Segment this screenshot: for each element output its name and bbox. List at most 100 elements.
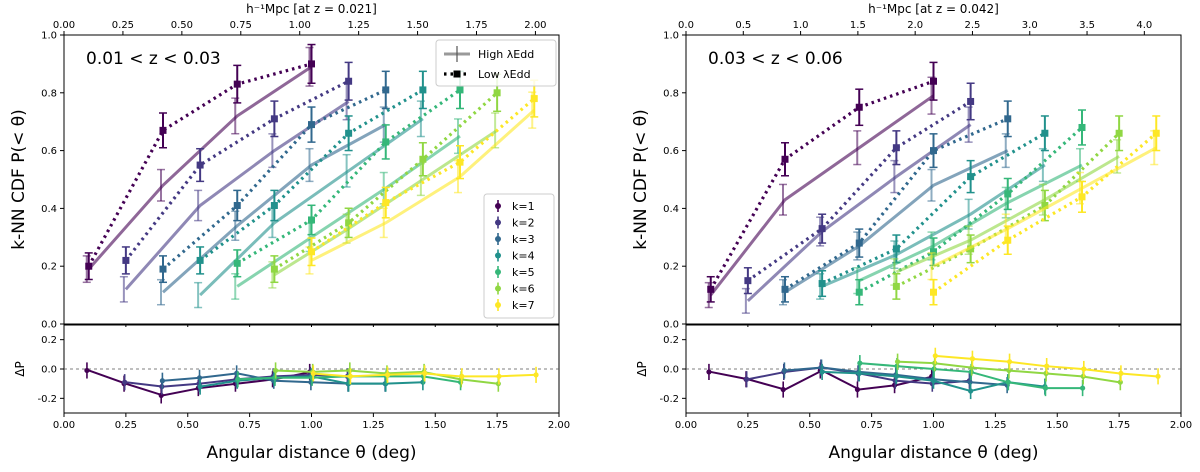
low-edd-marker: [122, 256, 130, 264]
top-axis-label: h⁻¹Mpc [at z = 0.042]: [868, 2, 999, 16]
low-edd-marker: [382, 86, 390, 94]
y-tick-label: 0.4: [41, 204, 57, 215]
y-tick-label: 0.8: [41, 88, 57, 99]
low-edd-marker: [270, 115, 278, 123]
low-edd-marker: [781, 155, 789, 163]
x-tick-label: 0.25: [737, 420, 759, 431]
residual-y-axis-label: ΔP: [635, 361, 649, 376]
high-edd-line: [932, 146, 1157, 268]
y-tick-label: 1.0: [41, 31, 57, 42]
residual-y-tick-label: 0.0: [41, 365, 57, 376]
x-tick-label: 1.25: [984, 420, 1006, 431]
low-edd-line: [310, 97, 536, 254]
low-edd-marker: [707, 285, 715, 293]
high-edd-line: [310, 109, 536, 262]
low-edd-marker: [967, 97, 975, 105]
delta-marker: [1118, 370, 1124, 376]
low-edd-marker: [1115, 129, 1123, 137]
x-tick-label: 1.75: [486, 420, 508, 431]
low-edd-marker: [930, 248, 937, 256]
y-tick-label: 1.0: [663, 31, 679, 42]
low-edd-marker: [1078, 123, 1086, 131]
legend-low-label: Low λEdd: [478, 68, 531, 81]
low-edd-marker: [456, 86, 464, 94]
low-edd-marker: [892, 282, 900, 290]
line-style-legend: High λEdd Low λEdd: [435, 39, 557, 87]
delta-marker: [496, 373, 502, 379]
low-edd-marker: [930, 147, 937, 155]
k-legend-swatch: [495, 203, 501, 209]
delta-marker: [1042, 385, 1049, 391]
low-edd-marker: [308, 60, 315, 68]
low-edd-marker: [930, 288, 937, 296]
y-tick-label: 0.2: [41, 262, 57, 273]
delta-marker: [1081, 366, 1087, 372]
series-k=7: [927, 115, 1161, 385]
y-axis-label: k-NN CDF P(< θ): [9, 109, 29, 250]
low-edd-marker: [781, 285, 789, 293]
delta-marker: [968, 388, 974, 394]
low-edd-marker: [233, 80, 241, 88]
low-edd-marker: [1078, 193, 1086, 201]
k-legend-label: k=2: [512, 217, 535, 230]
k-legend-swatch: [495, 285, 501, 292]
delta-marker: [894, 359, 901, 365]
delta-marker: [1006, 359, 1013, 365]
low-edd-line: [273, 91, 499, 271]
top-tick-label: 4.0: [1136, 20, 1152, 31]
low-edd-marker: [1152, 129, 1160, 137]
low-edd-marker: [818, 280, 826, 288]
k-legend-label: k=3: [512, 233, 535, 246]
chart-panel-right: 0.00 0.25 0.50 0.75 1.00 1.25 1.50 1.75 2.00 Angu…: [631, 2, 1192, 463]
delta-marker: [819, 369, 825, 375]
low-edd-marker: [270, 265, 278, 273]
low-edd-marker: [382, 138, 390, 146]
delta-marker: [932, 353, 938, 359]
delta-marker: [856, 370, 862, 376]
delta-marker: [857, 360, 863, 366]
top-tick-label: 0.00: [53, 20, 75, 31]
low-edd-line: [709, 79, 935, 291]
x-tick-label: 0.75: [860, 420, 882, 431]
top-tick-label: 0.75: [230, 20, 252, 31]
low-edd-marker: [159, 126, 167, 134]
delta-marker: [235, 376, 241, 382]
delta-marker: [1005, 379, 1011, 385]
x-tick-label: 1.00: [922, 420, 944, 431]
delta-marker: [84, 367, 90, 374]
delta-marker: [780, 386, 786, 393]
delta-marker: [969, 356, 976, 362]
y-tick-label: 0.2: [663, 262, 679, 273]
high-edd-line: [895, 155, 1120, 274]
x-tick-label: 1.50: [1046, 420, 1068, 431]
top-tick-label: 2.0: [907, 20, 923, 31]
y-tick-label: 0.6: [663, 146, 679, 157]
k-legend-swatch: [495, 269, 501, 275]
legend-high-label: High λEdd: [478, 48, 534, 61]
delta-marker: [930, 378, 937, 384]
y-tick-label: 0.4: [663, 204, 679, 215]
top-tick-label: 0.50: [171, 20, 193, 31]
top-tick-label: 1.25: [348, 20, 370, 31]
delta-marker: [272, 367, 279, 374]
delta-marker: [706, 369, 712, 375]
top-tick-label: 2.5: [965, 20, 981, 31]
low-edd-marker: [345, 129, 353, 137]
delta-marker: [310, 370, 316, 376]
x-tick-label: 2.00: [548, 420, 570, 431]
residual-y-tick-label: 0.2: [41, 335, 57, 346]
low-edd-marker: [967, 173, 975, 181]
residual-y-tick-label: 0.2: [663, 335, 679, 346]
x-tick-label: 1.50: [424, 420, 446, 431]
y-tick-label: 0.8: [663, 88, 679, 99]
delta-marker: [781, 367, 788, 374]
top-tick-label: 2.00: [524, 20, 546, 31]
delta-marker: [1044, 363, 1050, 369]
top-tick-label: 1.50: [406, 20, 428, 31]
low-edd-line: [87, 62, 312, 267]
top-axis-label: h⁻¹Mpc [at z = 0.021]: [246, 2, 377, 16]
delta-marker: [459, 373, 465, 379]
x-tick-label: 1.00: [300, 420, 322, 431]
k-legend-swatch: [495, 219, 501, 226]
